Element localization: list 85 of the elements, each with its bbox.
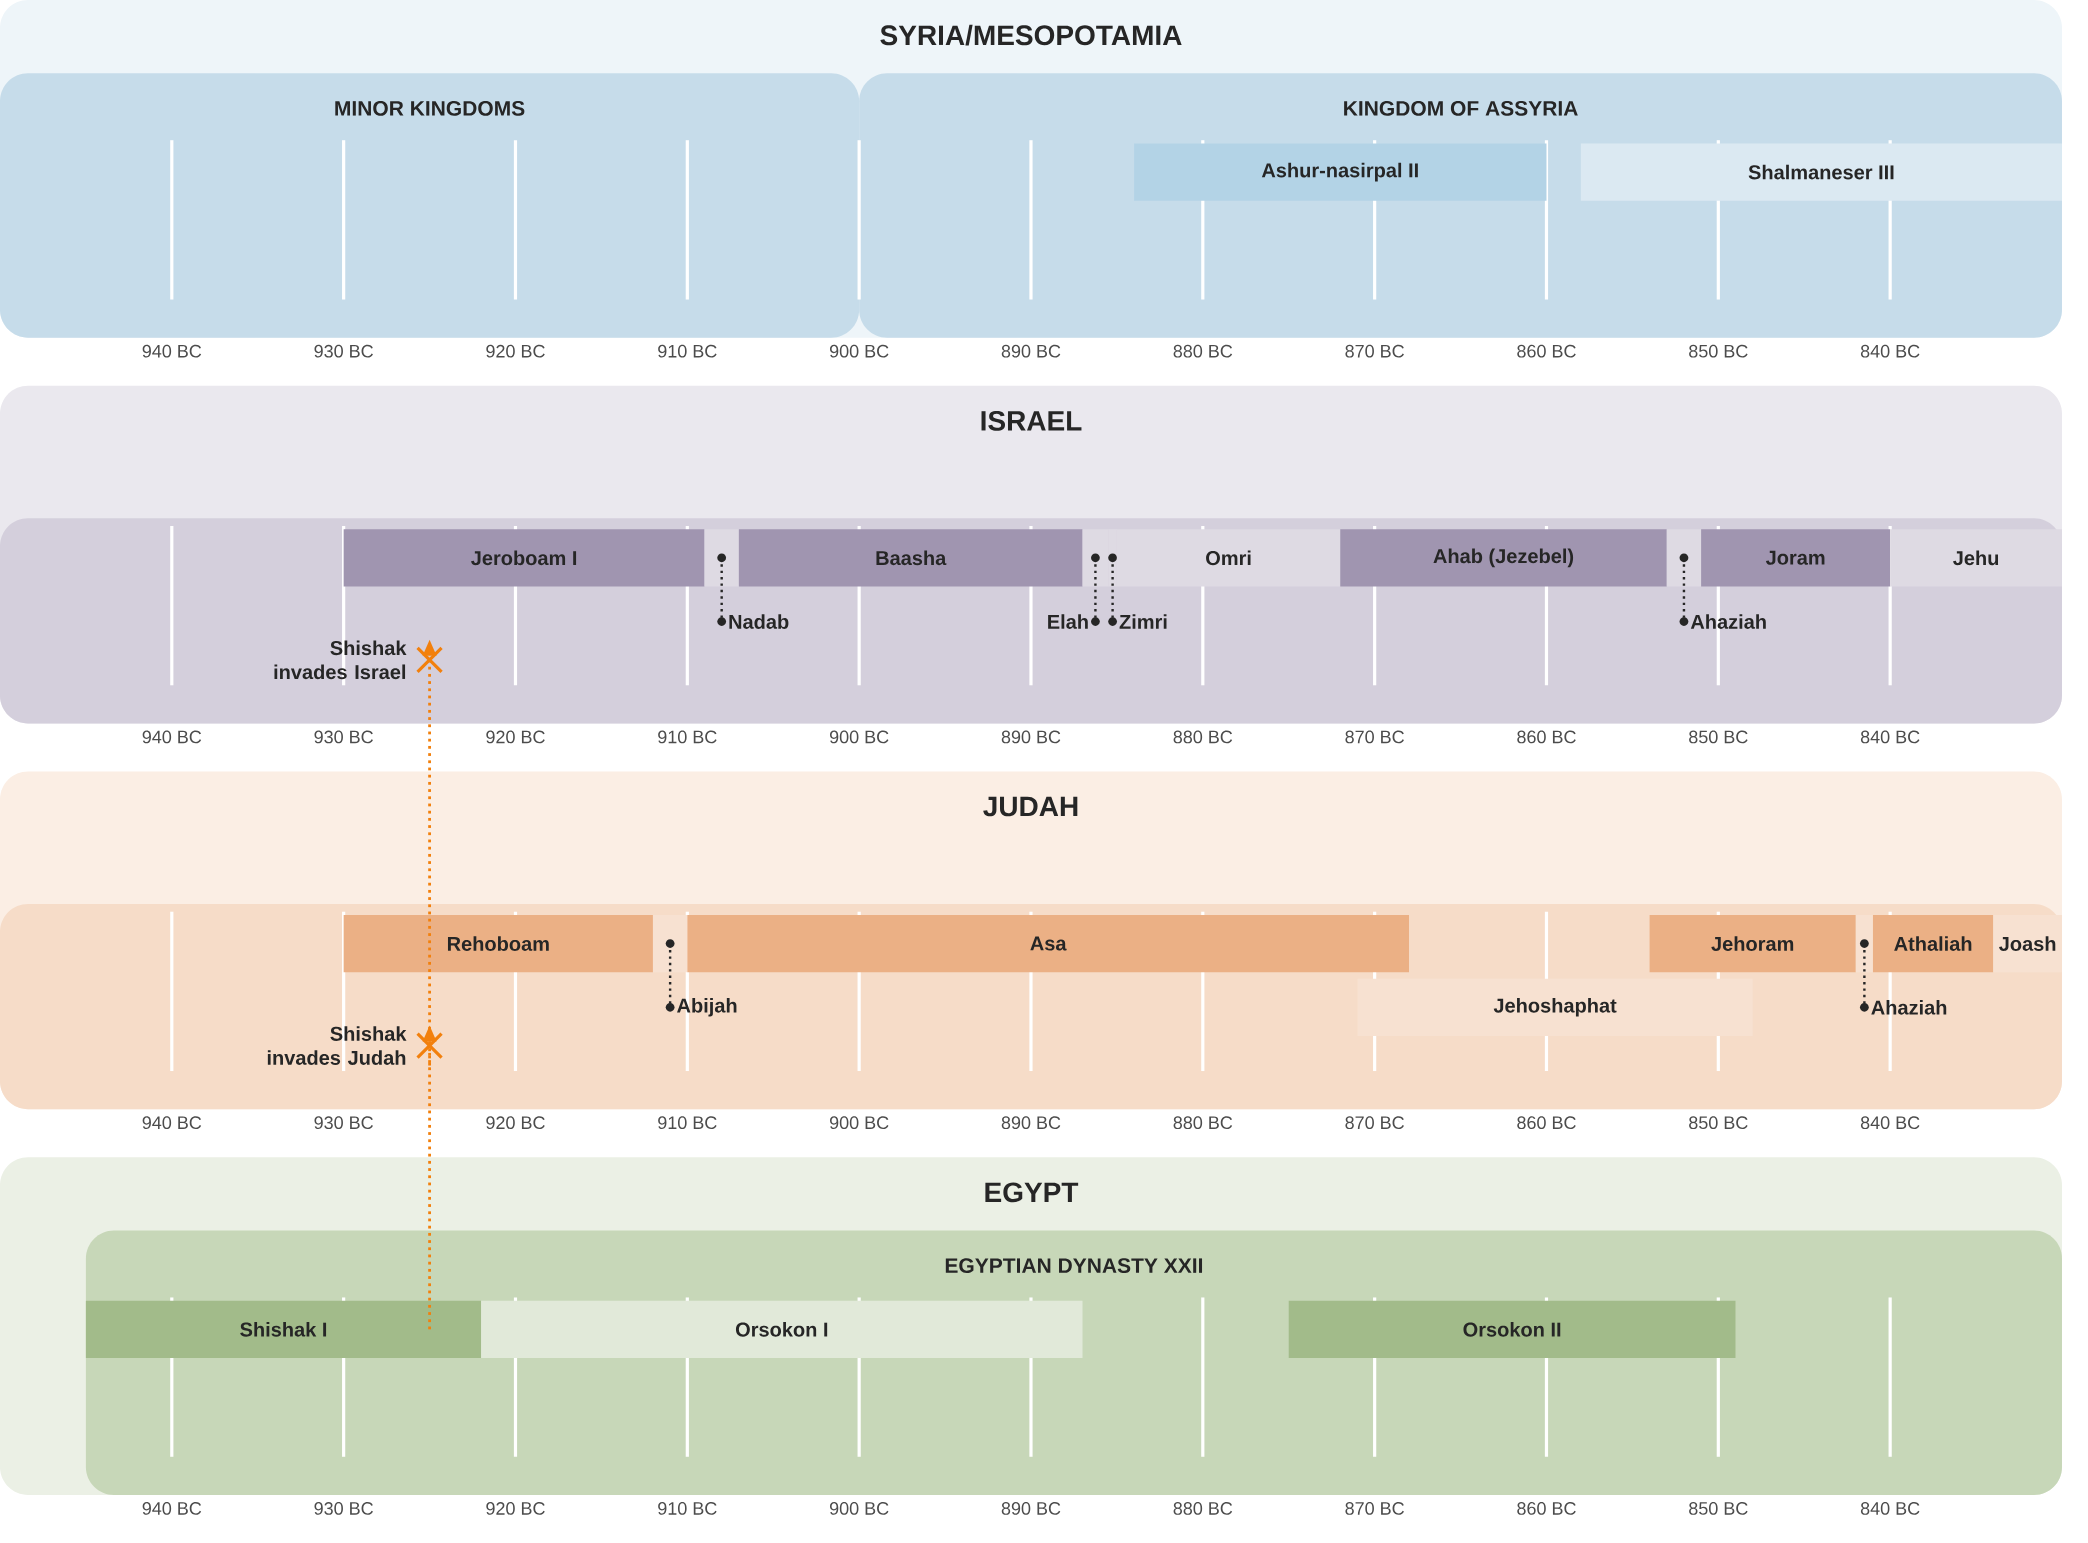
series-label: Orsokon II (1463, 1321, 1561, 1337)
bar (343, 529, 705, 587)
bar (1288, 1300, 1736, 1358)
series-label: Asa (1030, 936, 1067, 951)
series-label: Ahab (Jezebel) (1433, 548, 1574, 568)
x-tick-label: 910 BC (658, 730, 717, 744)
x-tick-label: 930 BC (314, 1116, 373, 1130)
series-label: Jehu (1953, 550, 1999, 566)
x-tick-label: 900 BC (829, 344, 889, 358)
x-tick-label: 940 BC (142, 1502, 202, 1515)
bar (1340, 529, 1667, 587)
x-tick-label: 850 BC (1689, 1116, 1748, 1130)
series-label: Shalmaneser III (1748, 164, 1894, 180)
chart-title: EGYPT (985, 1182, 1079, 1203)
x-tick-label: 850 BC (1689, 344, 1748, 358)
x-tick-label: 920 BC (486, 1116, 545, 1130)
annotation: Shishak invades Israel (274, 640, 407, 680)
x-tick-label: 910 BC (658, 344, 717, 358)
x-tick-label: 880 BC (1173, 1116, 1233, 1130)
x-tick-label: 910 BC (658, 1502, 717, 1515)
band-label: MINOR KINGDOMS (335, 100, 525, 116)
x-tick-label: 910 BC (658, 1116, 717, 1130)
x-tick-label: 920 BC (486, 730, 545, 744)
series-label: Baasha (876, 550, 947, 566)
series-label: Athaliah (1894, 936, 1972, 951)
bar (481, 1300, 1083, 1358)
x-tick-label: 860 BC (1517, 344, 1576, 358)
x-tick-label: 930 BC (314, 1502, 373, 1515)
band-label: EGYPTIAN DYNASTY XXII (945, 1258, 1203, 1274)
bar (85, 1300, 482, 1358)
series-label: Jehoram (1711, 936, 1794, 951)
x-tick-label: 870 BC (1345, 344, 1404, 358)
series-label: Ahaziah (1871, 999, 1947, 1015)
x-tick-label: 880 BC (1173, 730, 1233, 744)
x-tick-label: 840 BC (1860, 1116, 1920, 1130)
x-tick-label: 870 BC (1345, 730, 1404, 744)
x-tick-label: 880 BC (1173, 1502, 1233, 1515)
series-label: Jehoshaphat (1493, 997, 1617, 1017)
bar (1701, 529, 1891, 587)
x-tick-label: 890 BC (1001, 730, 1061, 744)
x-tick-label: 880 BC (1173, 344, 1233, 358)
x-tick-label: 900 BC (829, 1502, 889, 1515)
chart-title: ISRAEL (981, 410, 1082, 431)
x-tick-label: 920 BC (486, 1502, 545, 1515)
x-tick-label: 930 BC (314, 344, 373, 358)
series-label: Nadab (729, 614, 789, 629)
x-tick-label: 870 BC (1345, 1116, 1404, 1130)
series-label: Ahaziah (1690, 614, 1766, 629)
band-label: KINGDOM OF ASSYRIA (1344, 100, 1578, 116)
series-label: Orsokon I (735, 1321, 828, 1337)
bar (738, 529, 1083, 587)
x-tick-label: 840 BC (1860, 1502, 1920, 1515)
x-tick-label: 850 BC (1689, 1502, 1748, 1515)
x-tick-label: 860 BC (1517, 1116, 1576, 1130)
x-tick-label: 890 BC (1001, 1116, 1061, 1130)
series-label: Jeroboam I (471, 550, 577, 566)
series-label: Abijah (677, 997, 737, 1017)
x-tick-label: 930 BC (314, 730, 373, 744)
series-label: Elah (1048, 614, 1088, 629)
x-tick-label: 940 BC (142, 730, 202, 744)
x-tick-label: 900 BC (829, 730, 889, 744)
x-tick-label: 840 BC (1860, 344, 1920, 358)
x-tick-label: 860 BC (1517, 730, 1576, 744)
chart-title: SYRIA/MESOPOTAMIA (880, 24, 1182, 46)
x-tick-label: 890 BC (1001, 1502, 1061, 1515)
annotation: Shishak invades Judah (267, 1026, 407, 1065)
series-label: Joash (1999, 936, 2056, 951)
x-tick-label: 940 BC (142, 344, 202, 358)
x-tick-label: 900 BC (829, 1116, 889, 1130)
series-label: Zimri (1119, 614, 1167, 629)
bar (1666, 529, 1702, 587)
x-tick-label: 940 BC (142, 1116, 202, 1130)
series-label: Joram (1765, 550, 1825, 565)
series-label: Ashur-nasirpal II (1261, 162, 1418, 182)
x-tick-label: 920 BC (486, 344, 545, 358)
series-label: Omri (1206, 550, 1251, 566)
x-tick-label: 840 BC (1860, 730, 1920, 744)
chart-title: JUDAH (983, 796, 1078, 817)
series-label: Rehoboam (447, 936, 549, 951)
bar (704, 529, 739, 587)
x-tick-label: 870 BC (1345, 1502, 1404, 1515)
x-tick-label: 850 BC (1689, 730, 1748, 744)
series-label: Shishak I (240, 1321, 327, 1337)
x-tick-label: 860 BC (1517, 1502, 1576, 1515)
x-tick-label: 890 BC (1001, 344, 1061, 358)
